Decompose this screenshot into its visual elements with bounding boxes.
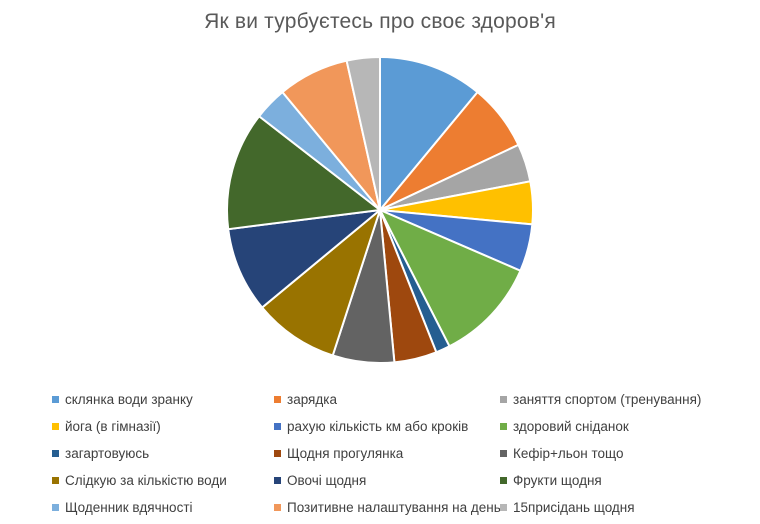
pie-slice-6 <box>377 207 522 348</box>
legend-item-10: Слідкую за кількістю води <box>52 467 274 494</box>
legend-swatch <box>274 396 281 403</box>
pie-slice-12 <box>226 114 383 231</box>
legend-item-12: Фрукти щодня <box>500 467 752 494</box>
legend-label: 15присідань щодня <box>513 500 635 515</box>
legend-swatch <box>52 504 59 511</box>
legend-item-3: заняття спортом (тренування) <box>500 386 752 413</box>
chart-title: Як ви турбуєтесь про своє здоров'я <box>204 10 556 33</box>
legend-swatch <box>274 504 281 511</box>
legend-swatch <box>500 477 507 484</box>
legend-item-5: рахую кількість км або кроків <box>274 413 500 440</box>
legend-swatch <box>52 450 59 457</box>
legend-swatch <box>274 423 281 430</box>
legend-swatch <box>52 477 59 484</box>
legend-item-13: Щоденник вдячності <box>52 494 274 521</box>
legend-label: Щоденник вдячності <box>65 500 193 515</box>
legend-item-8: Щодня прогулянка <box>274 440 500 467</box>
legend-label: заняття спортом (тренування) <box>513 392 702 407</box>
legend-item-15: 15присідань щодня <box>500 494 752 521</box>
pie-slice-10 <box>260 207 383 357</box>
legend-label: Слідкую за кількістю води <box>65 473 227 488</box>
pie-slice-15 <box>345 55 381 211</box>
legend-item-9: Кефір+льон тощо <box>500 440 752 467</box>
chart-legend: склянка води зранку зарядка заняття спорто… <box>52 386 752 521</box>
legend-label: склянка води зранку <box>65 392 193 407</box>
legend-label: Кефір+льон тощо <box>513 446 624 461</box>
legend-label: загартовуюсь <box>65 446 150 461</box>
legend-label: Фрукти щодня <box>513 473 602 488</box>
pie-chart <box>226 55 534 364</box>
legend-swatch <box>274 450 281 457</box>
legend-swatch <box>52 423 59 430</box>
legend-item-14: Позитивне налаштування на день <box>274 494 501 521</box>
legend-swatch <box>500 504 507 511</box>
pie-slice-1 <box>379 55 479 213</box>
legend-item-11: Овочі щодня <box>274 467 500 494</box>
legend-item-2: зарядка <box>274 386 500 413</box>
pie-slice-11 <box>227 208 384 309</box>
legend-label: йога (в гімназії) <box>65 419 161 434</box>
legend-label: рахую кількість км або кроків <box>287 419 469 434</box>
legend-swatch <box>500 396 507 403</box>
legend-label: здоровий сніданок <box>513 419 629 434</box>
legend-label: зарядка <box>287 392 337 407</box>
legend-item-1: склянка води зранку <box>52 386 274 413</box>
legend-swatch <box>500 450 507 457</box>
legend-label: Позитивне налаштування на день <box>287 500 501 515</box>
legend-swatch <box>274 477 281 484</box>
legend-item-6: здоровий сніданок <box>500 413 752 440</box>
legend-swatch <box>500 423 507 430</box>
legend-label: Овочі щодня <box>287 473 367 488</box>
legend-label: Щодня прогулянка <box>287 446 404 461</box>
legend-swatch <box>52 396 59 403</box>
legend-item-4: йога (в гімназії) <box>52 413 274 440</box>
legend-item-7: загартовуюсь <box>52 440 274 467</box>
